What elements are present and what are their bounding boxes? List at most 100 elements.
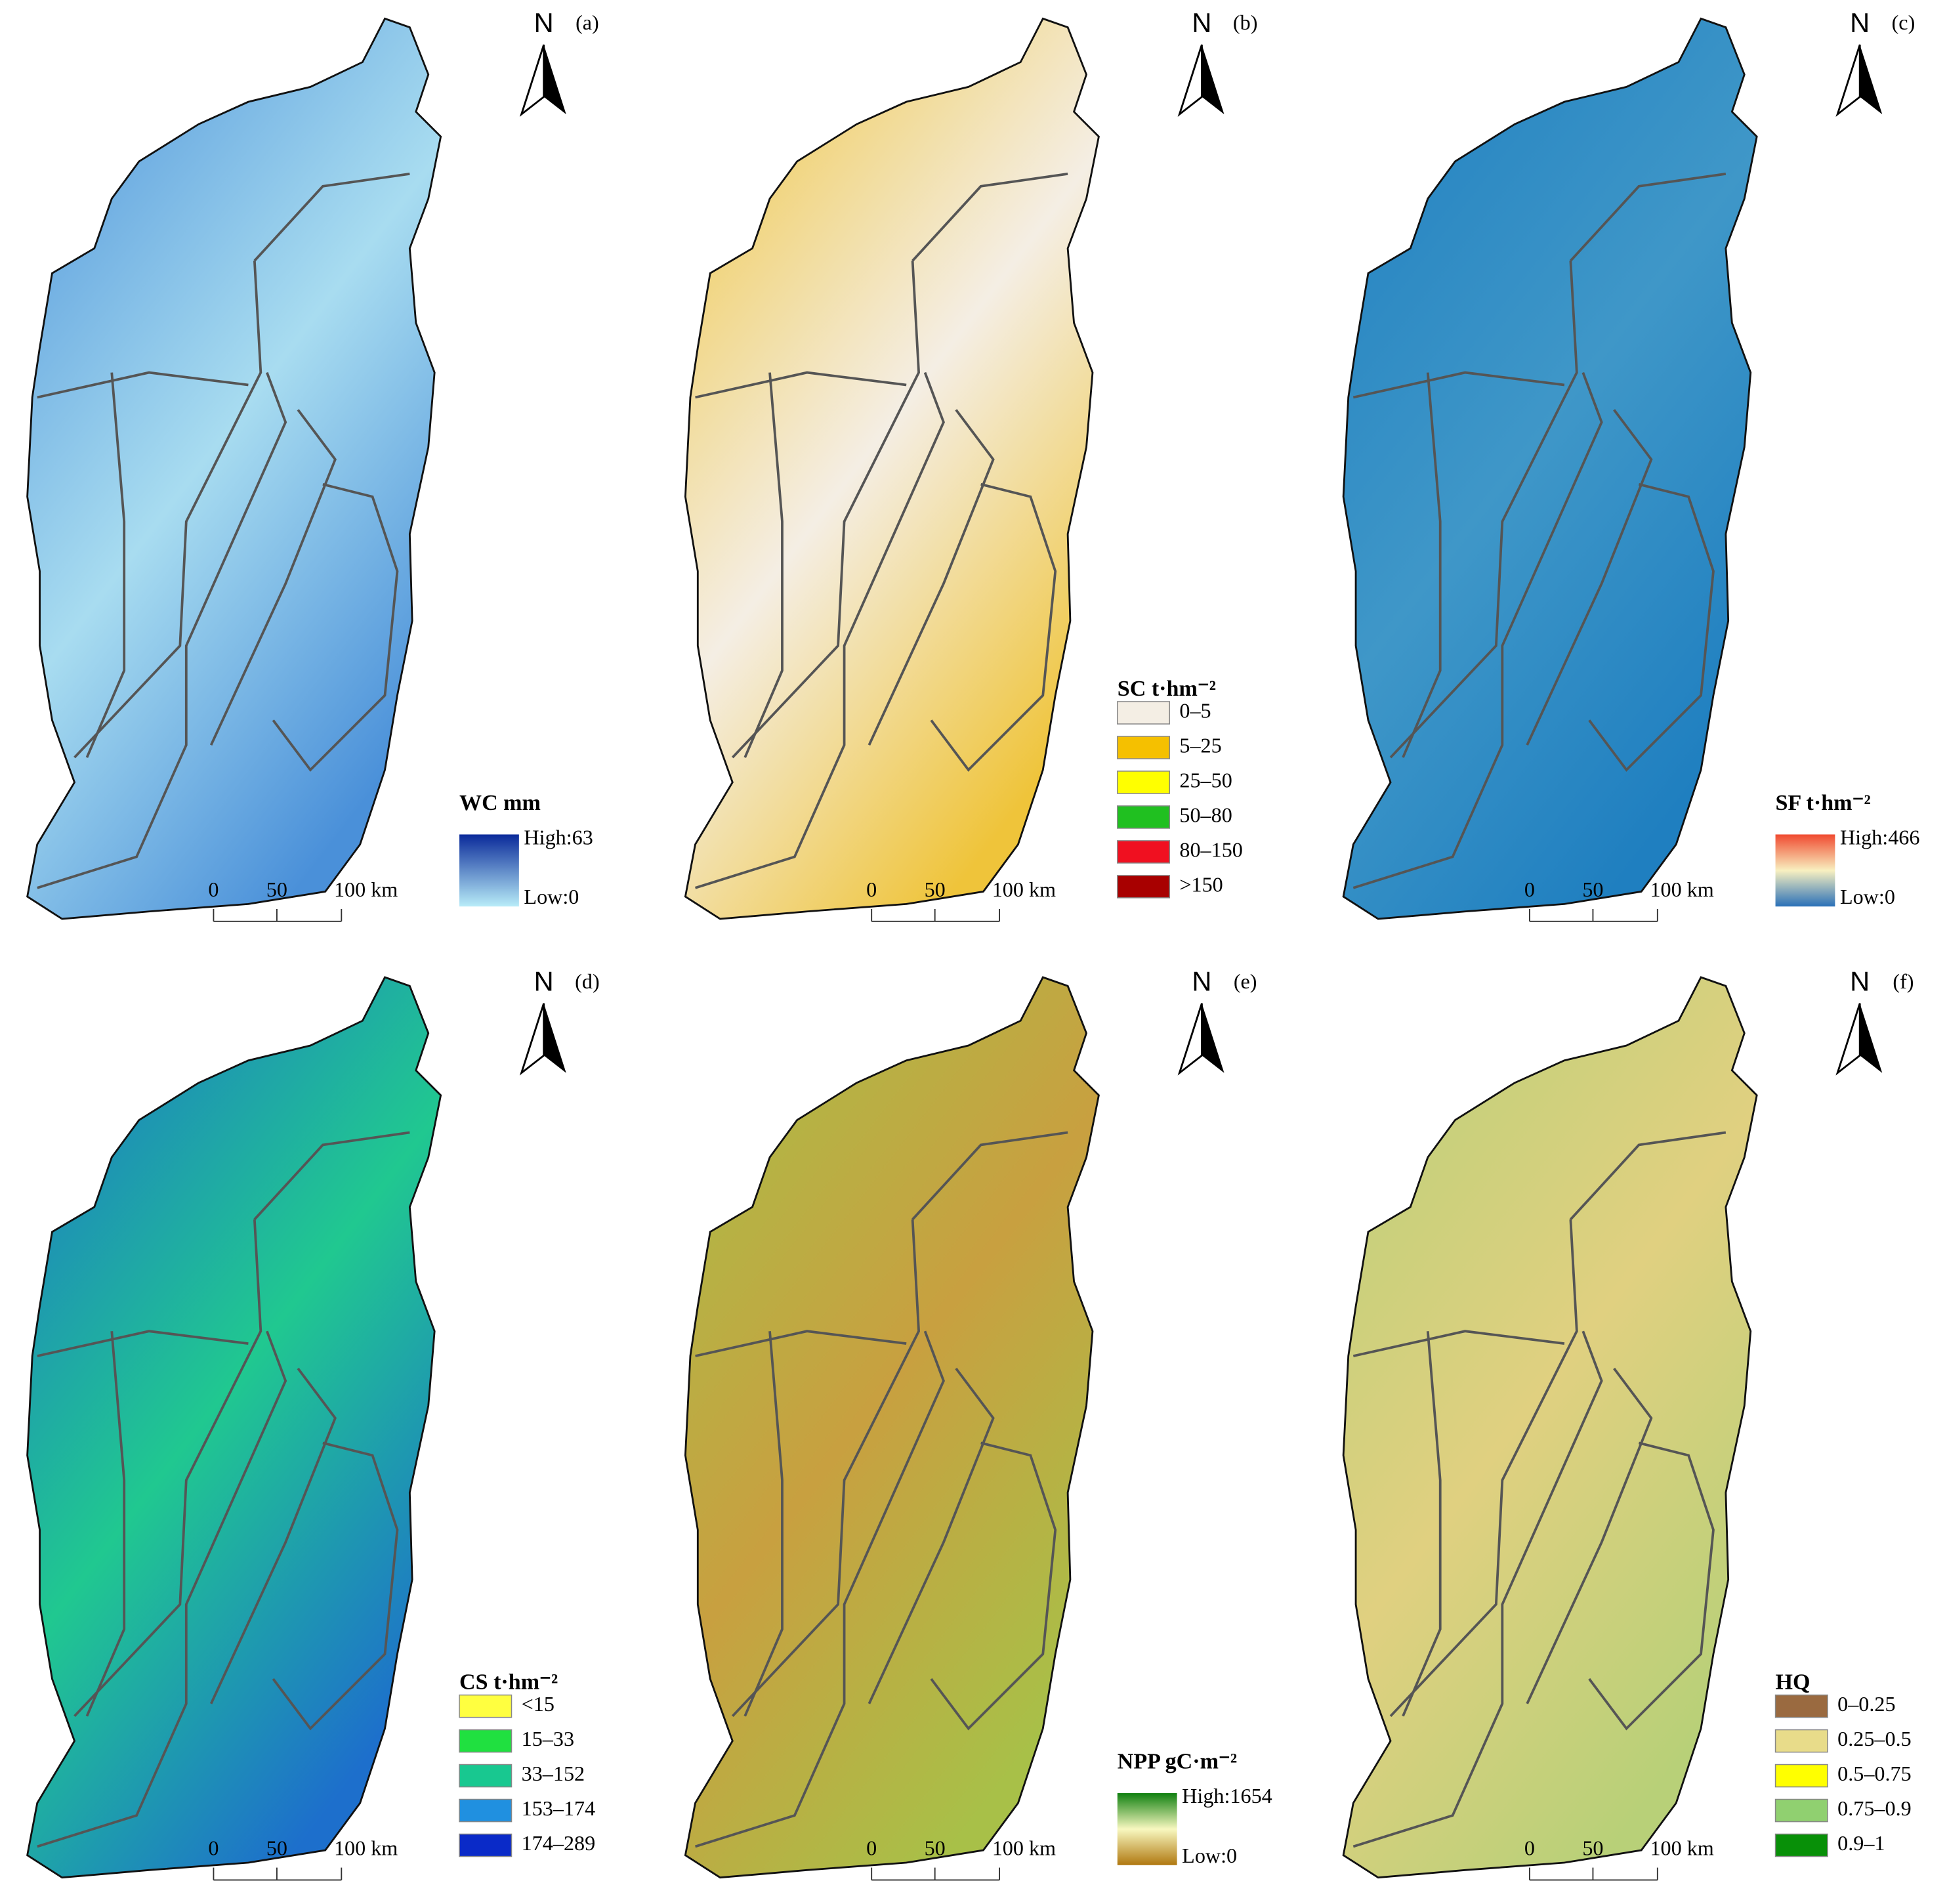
north-arrow [543, 1003, 566, 1073]
legend-swatch [1117, 875, 1171, 899]
basin-boundary [85, 372, 126, 758]
basin-boundary [1352, 1330, 1603, 1848]
north-arrow [1860, 45, 1883, 115]
scale-label: 100 km [1650, 1836, 1713, 1859]
legend-ramp [1775, 834, 1835, 907]
scale-label: 100 km [992, 1836, 1056, 1859]
legend-swatch [1117, 701, 1171, 725]
basin-boundary [253, 173, 410, 262]
legend-label: >150 [1179, 872, 1223, 896]
north-label: N [1850, 7, 1870, 38]
legend-low: Low:0 [524, 885, 579, 908]
north-arrow [1202, 45, 1225, 115]
legend-title: SF t·hm⁻² [1776, 791, 1871, 815]
basin-boundary [1389, 261, 1578, 759]
legend-swatch [459, 1833, 513, 1857]
basin-boundary [209, 409, 337, 746]
legend-swatch [1774, 1694, 1828, 1718]
scale-label: 50 [1582, 878, 1603, 901]
basin-boundary [930, 1441, 1057, 1731]
basin-boundary [1526, 1367, 1653, 1704]
basin-boundary [1352, 1330, 1565, 1357]
basin-boundary [695, 1330, 907, 1357]
province-area [684, 976, 1100, 1879]
legend-title: WC mm [459, 791, 541, 815]
legend-ramp [1117, 1793, 1177, 1865]
basin-boundary [73, 1219, 262, 1718]
legend-label: 0.9–1 [1837, 1831, 1885, 1855]
basin-boundary [731, 261, 920, 759]
basin-boundary [1352, 371, 1603, 889]
basin-boundary [1402, 372, 1442, 758]
north-label: N [1192, 7, 1211, 38]
north-arrow [1202, 1003, 1225, 1073]
north-arrow [519, 1003, 545, 1076]
map-panel: N (a) 0 50 100 km WC mm High:63 Low:0 [26, 7, 599, 922]
basin-boundary [1389, 1219, 1578, 1718]
map-panel: N (c) 0 50 100 km SF t·hm⁻² High:466 Low:0 [1342, 7, 1919, 922]
panel-label: (c) [1892, 11, 1916, 34]
north-arrow [1177, 1003, 1203, 1076]
legend-low: Low:0 [1840, 885, 1895, 908]
north-arrow [1835, 1003, 1861, 1076]
scale-label: 100 km [992, 878, 1056, 901]
scale-label: 0 [866, 878, 877, 901]
basin-boundary [85, 1331, 126, 1717]
scale-label: 0 [208, 878, 219, 901]
scale-label: 0 [1524, 1836, 1535, 1859]
basin-boundary [868, 409, 995, 746]
legend-swatch [459, 1798, 513, 1823]
legend-label: 80–150 [1179, 837, 1242, 861]
north-arrow [1835, 44, 1861, 117]
basin-boundary [73, 261, 262, 759]
legend-swatch [1117, 736, 1171, 759]
map-panel: N (e) 0 50 100 km NPP gC·m⁻² High:1654 Low:0 [684, 965, 1272, 1881]
legend-label: 0–5 [1179, 698, 1211, 722]
legend-low: Low:0 [1182, 1844, 1237, 1867]
north-arrow [1177, 44, 1203, 117]
north-label: N [1850, 965, 1870, 996]
basin-boundary [911, 1131, 1068, 1221]
basin-boundary [1569, 1131, 1727, 1221]
north-label: N [534, 965, 554, 996]
basin-boundary [37, 1330, 249, 1357]
scale-label: 50 [266, 878, 287, 901]
north-arrow [543, 45, 566, 115]
basin-boundary [743, 372, 784, 758]
legend-label: 15–33 [522, 1727, 574, 1750]
basin-boundary [1588, 1441, 1715, 1731]
scale-label: 100 km [334, 878, 398, 901]
scale-label: 0 [866, 1836, 877, 1859]
legend-label: 50–80 [1179, 803, 1232, 826]
panel-label: (f) [1893, 969, 1914, 993]
legend-label: 0.5–0.75 [1837, 1762, 1912, 1785]
legend-label: 0–0.25 [1837, 1692, 1895, 1716]
legend-label: 174–289 [522, 1831, 596, 1855]
legend-label: 0.75–0.9 [1837, 1796, 1912, 1820]
map-panel: N (d) 0 50 100 km CS t·hm⁻²<15 15–33 33–152 153–… [26, 965, 600, 1881]
legend-swatch [1774, 1764, 1828, 1788]
basin-boundary [1352, 371, 1565, 399]
basin-boundary [1588, 483, 1715, 772]
legend-title: HQ [1776, 1670, 1811, 1694]
basin-boundary [695, 371, 907, 399]
basin-boundary [731, 1219, 920, 1718]
legend-ramp [459, 834, 519, 907]
legend-label: 25–50 [1179, 768, 1232, 792]
legend-title: CS t·hm⁻² [459, 1670, 558, 1694]
basin-boundary [930, 483, 1057, 772]
legend-label: 153–174 [522, 1796, 596, 1820]
basin-boundary [37, 371, 287, 889]
map-panel: N (b) 0 50 100 km SC t·hm⁻²0–5 5–25 25–50 50–80 8… [684, 7, 1257, 922]
legend-high: High:63 [524, 825, 593, 849]
basin-boundary [694, 371, 945, 889]
north-arrow [519, 44, 545, 117]
basin-boundary [209, 1367, 337, 1704]
basin-boundary [272, 1441, 399, 1731]
legend-swatch [1117, 805, 1171, 829]
legend-swatch [1774, 1729, 1828, 1753]
legend-swatch [459, 1764, 513, 1788]
scale-label: 50 [925, 1836, 946, 1859]
basin-boundary [1569, 173, 1727, 262]
